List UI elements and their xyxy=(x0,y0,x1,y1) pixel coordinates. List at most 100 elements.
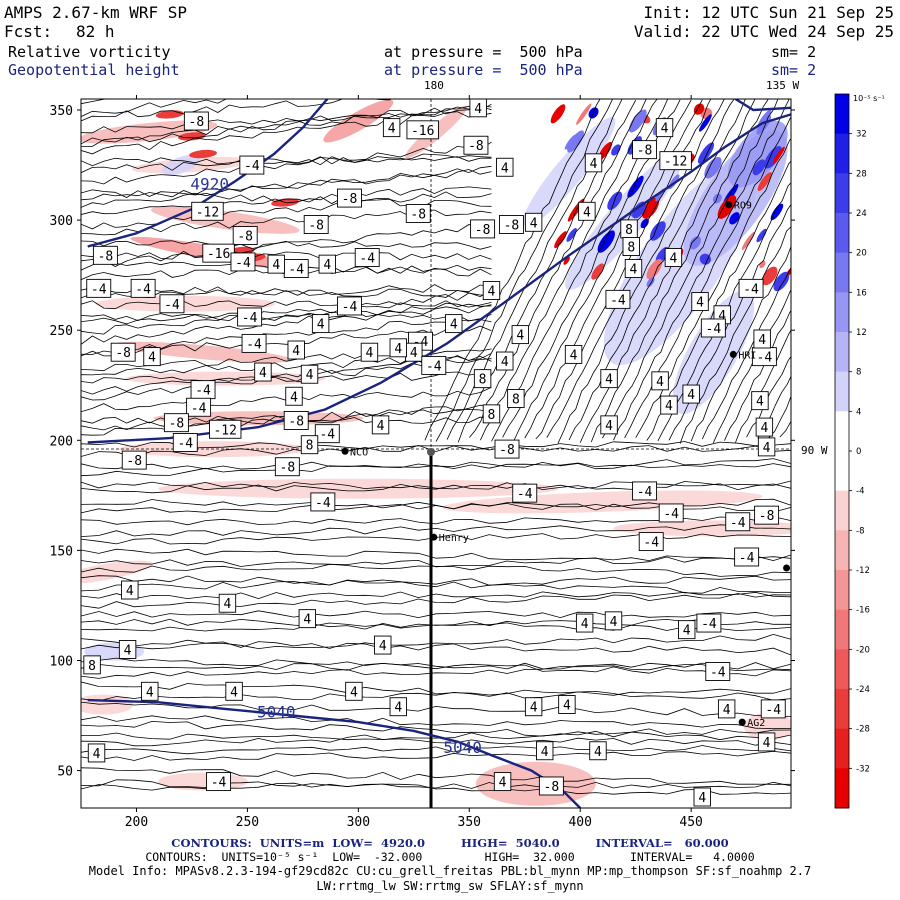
vort-label: 4 xyxy=(665,399,673,414)
vort-label-box xyxy=(638,532,664,552)
vort-label-box xyxy=(538,776,564,796)
vort-label: 4 xyxy=(630,263,638,278)
vort-label: 4 xyxy=(718,309,726,324)
vort-label-box xyxy=(274,457,300,477)
vort-label-box xyxy=(191,201,224,221)
neg-vort-band xyxy=(119,441,310,458)
vort-label-box xyxy=(186,397,212,417)
neg-vort-band xyxy=(95,295,276,312)
colorbar-tick-label: 4 xyxy=(856,407,861,417)
vort-label-box xyxy=(172,433,198,452)
vort-label: -8 xyxy=(308,219,324,234)
vort-label-box xyxy=(564,344,583,364)
vort-contour-line xyxy=(590,99,769,443)
vort-contour-line xyxy=(81,728,791,747)
vort-label-box xyxy=(584,153,603,173)
vort-label-box xyxy=(237,307,263,327)
vort-label: 8 xyxy=(479,373,487,388)
vort-label-box xyxy=(507,389,525,408)
vort-label: 4 xyxy=(499,776,507,791)
vort-label-box xyxy=(300,364,319,384)
vort-label: -4 xyxy=(426,359,442,374)
vort-label-box xyxy=(622,237,640,256)
neg-vort-band xyxy=(158,478,559,499)
vort-label: 4 xyxy=(126,584,134,599)
vort-contour-line xyxy=(81,524,791,537)
y-tick-label: 50 xyxy=(57,765,73,780)
vort-contour-line xyxy=(81,220,492,271)
vort-contour-line xyxy=(81,745,791,755)
plot-frame xyxy=(80,98,792,809)
vort-label: -4 xyxy=(743,282,759,297)
vort-label-box xyxy=(337,188,362,208)
pos-vortex-core xyxy=(752,159,766,176)
vort-contour-line xyxy=(679,226,791,444)
vort-label: 8 xyxy=(627,241,635,256)
vort-contour-line xyxy=(81,732,791,746)
vort-label-box xyxy=(498,215,524,234)
vort-label: -8 xyxy=(468,139,484,154)
vort-contour-line xyxy=(81,250,492,261)
vort-label: -4 xyxy=(195,384,211,399)
vort-label-box xyxy=(445,314,463,334)
colorbar-tick-label: -8 xyxy=(856,526,864,536)
vort-label: 4 xyxy=(474,102,482,117)
vort-label: -8 xyxy=(126,454,142,469)
vort-contour-line xyxy=(746,355,791,438)
vort-label: 8 xyxy=(488,408,496,423)
vort-label-box xyxy=(92,245,118,265)
vort-label-box xyxy=(753,329,771,349)
lon-180-label: 180 xyxy=(424,79,444,92)
vort-label: 4 xyxy=(410,346,418,361)
vort-contour-line xyxy=(81,292,492,335)
vort-label-box xyxy=(421,355,447,375)
vort-label-box xyxy=(473,369,492,389)
height-contour-label: 5040 xyxy=(257,703,296,722)
vort-label-box xyxy=(463,135,489,155)
vort-label-box xyxy=(600,415,618,435)
vort-label: 4 xyxy=(687,388,695,403)
vort-label: -4 xyxy=(610,293,626,308)
pos-vortex-core xyxy=(770,203,784,221)
vort-contour-line xyxy=(81,156,492,167)
sm2-label: sm= 2 xyxy=(771,61,817,79)
vort-label: 4 xyxy=(388,122,396,137)
vort-label: 4 xyxy=(488,285,496,300)
vort-label: 4 xyxy=(272,258,280,273)
vort-contour-line xyxy=(690,245,791,442)
vort-contour-line xyxy=(480,99,658,441)
vort-label-box xyxy=(660,395,678,415)
pos-vort-band xyxy=(672,290,755,415)
vort-label: 4 xyxy=(501,161,509,176)
vort-label: -12 xyxy=(213,423,236,438)
vort-label-box xyxy=(717,699,736,719)
vort-label-box xyxy=(651,371,669,391)
vort-label: 4 xyxy=(581,617,589,632)
vort-label: 4 xyxy=(763,736,771,751)
vort-contour-line xyxy=(81,111,492,155)
vort-contour-line xyxy=(424,99,601,441)
vort-label-box xyxy=(659,151,692,171)
vort-contour-line xyxy=(81,458,791,477)
vort-label: 4 xyxy=(541,745,549,760)
vort-contour-line xyxy=(81,371,492,384)
pos-vortex-core xyxy=(699,114,712,132)
vort-contour-line xyxy=(657,182,791,442)
field2-label: Geopotential height xyxy=(8,61,180,79)
neg-vortex-core xyxy=(155,110,184,119)
vort-label-box xyxy=(738,278,764,298)
colorbar-tick-label: 16 xyxy=(856,288,867,298)
vort-label-box xyxy=(239,155,265,175)
vort-label: -4 xyxy=(246,337,262,352)
vort-label-box xyxy=(241,333,267,353)
vort-contour-line xyxy=(81,638,791,656)
vort-label: 4 xyxy=(148,351,156,366)
vort-contour-line xyxy=(81,657,791,677)
reference-lines xyxy=(81,99,791,808)
pos-vortex-core xyxy=(689,236,702,250)
vort-label: 4 xyxy=(723,703,731,718)
vort-contour-line xyxy=(81,99,256,117)
station-dot xyxy=(430,533,438,541)
vort-label: 4 xyxy=(530,701,538,716)
vort-contour-line xyxy=(81,593,791,609)
